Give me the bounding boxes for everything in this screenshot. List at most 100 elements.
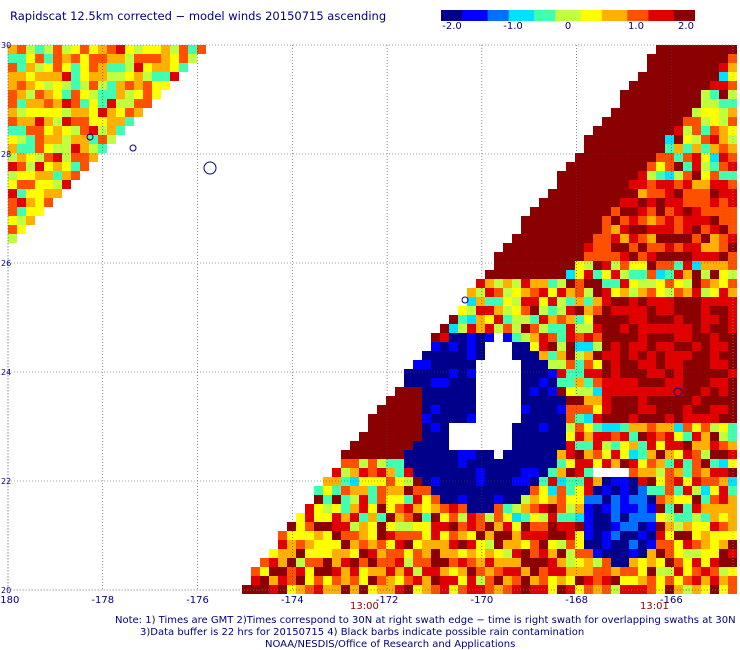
- data-cell: [656, 126, 665, 135]
- data-cell: [665, 153, 674, 162]
- data-cell: [413, 513, 422, 522]
- data-cell: [584, 513, 593, 522]
- data-cell: [44, 81, 53, 90]
- data-cell: [566, 333, 575, 342]
- data-cell: [278, 585, 287, 594]
- data-cell: [485, 531, 494, 540]
- data-cell: [548, 531, 557, 540]
- data-cell: [647, 576, 656, 585]
- data-cell: [575, 279, 584, 288]
- data-cell: [26, 144, 35, 153]
- data-cell: [647, 333, 656, 342]
- data-cell: [71, 90, 80, 99]
- data-cell: [602, 432, 611, 441]
- data-cell: [620, 162, 629, 171]
- data-cell: [422, 414, 431, 423]
- data-cell: [611, 432, 620, 441]
- data-cell: [692, 126, 701, 135]
- data-cell: [458, 540, 467, 549]
- data-cell: [674, 450, 683, 459]
- data-cell: [629, 549, 638, 558]
- y-tick-label: 22: [1, 477, 11, 486]
- data-cell: [512, 243, 521, 252]
- data-cell: [701, 522, 710, 531]
- data-cell: [413, 522, 422, 531]
- data-cell: [728, 576, 737, 585]
- data-cell: [458, 414, 467, 423]
- data-cell: [530, 468, 539, 477]
- data-cell: [692, 513, 701, 522]
- data-cell: [575, 333, 584, 342]
- data-cell: [521, 477, 530, 486]
- data-cell: [521, 234, 530, 243]
- data-cell: [629, 135, 638, 144]
- data-cell: [467, 414, 476, 423]
- data-cell: [710, 54, 719, 63]
- data-cell: [602, 216, 611, 225]
- data-cell: [431, 549, 440, 558]
- data-cell: [440, 360, 449, 369]
- data-cell: [467, 522, 476, 531]
- data-cell: [683, 531, 692, 540]
- data-cell: [485, 504, 494, 513]
- data-cell: [647, 90, 656, 99]
- data-cell: [620, 126, 629, 135]
- footnote-line-1: Note: 1) Times are GMT 2)Times correspon…: [115, 615, 736, 626]
- data-cell: [629, 261, 638, 270]
- data-cell: [539, 540, 548, 549]
- data-cell: [548, 432, 557, 441]
- data-cell: [683, 72, 692, 81]
- data-cell: [467, 531, 476, 540]
- data-cell: [539, 405, 548, 414]
- data-cell: [26, 189, 35, 198]
- data-cell: [485, 549, 494, 558]
- data-cell: [593, 423, 602, 432]
- data-cell: [143, 81, 152, 90]
- data-cell: [665, 576, 674, 585]
- data-cell: [629, 387, 638, 396]
- data-cell: [512, 477, 521, 486]
- data-cell: [449, 405, 458, 414]
- data-cell: [440, 567, 449, 576]
- data-cell: [548, 351, 557, 360]
- data-cell: [134, 45, 143, 54]
- data-cell: [386, 567, 395, 576]
- data-cell: [44, 189, 53, 198]
- data-cell: [584, 315, 593, 324]
- data-cell: [710, 234, 719, 243]
- data-cell: [719, 477, 728, 486]
- data-cell: [566, 585, 575, 594]
- data-cell: [530, 261, 539, 270]
- data-cell: [683, 576, 692, 585]
- data-cell: [440, 387, 449, 396]
- data-cell: [710, 207, 719, 216]
- data-cell: [683, 396, 692, 405]
- data-cell: [719, 63, 728, 72]
- data-cell: [404, 378, 413, 387]
- data-cell: [98, 54, 107, 63]
- data-cell: [611, 396, 620, 405]
- data-cell: [449, 576, 458, 585]
- data-cell: [656, 486, 665, 495]
- data-cell: [611, 108, 620, 117]
- data-cell: [710, 387, 719, 396]
- data-cell: [305, 531, 314, 540]
- data-cell: [647, 567, 656, 576]
- data-cell: [665, 144, 674, 153]
- data-cell: [728, 243, 737, 252]
- data-cell: [395, 522, 404, 531]
- data-cell: [17, 117, 26, 126]
- data-cell: [683, 189, 692, 198]
- data-cell: [656, 468, 665, 477]
- data-cell: [485, 306, 494, 315]
- data-cell: [593, 558, 602, 567]
- data-cell: [449, 387, 458, 396]
- data-cell: [152, 81, 161, 90]
- data-cell: [584, 144, 593, 153]
- data-cell: [584, 495, 593, 504]
- data-cell: [566, 315, 575, 324]
- data-cell: [413, 540, 422, 549]
- data-cell: [728, 261, 737, 270]
- data-cell: [611, 423, 620, 432]
- data-cell: [395, 504, 404, 513]
